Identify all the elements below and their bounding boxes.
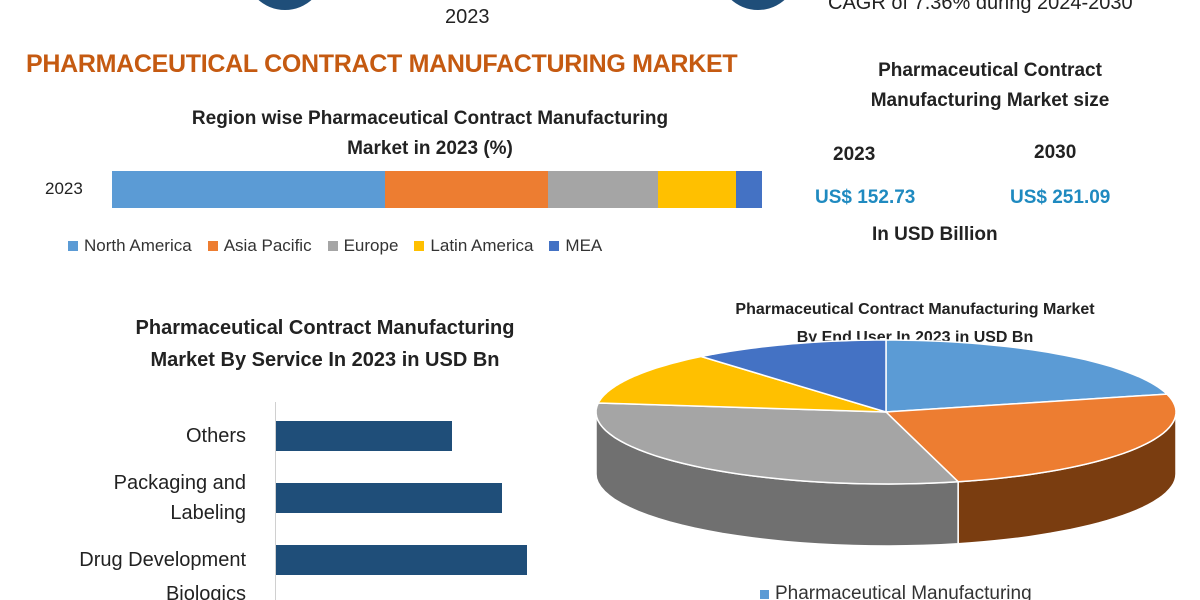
pie-legend-item: Pharmaceutical Manufacturing [760,584,1032,600]
legend-label: Latin America [430,236,534,255]
service-category-label: Packaging and Labeling [6,468,246,528]
service-category-line: Others [185,425,246,447]
region-legend: North America Asia Pacific Europe Latin Ame… [68,236,602,256]
legend-item: MEA [549,236,602,256]
legend-label: North America [84,236,192,255]
pie-legend-label: Pharmaceutical Manufacturing [775,583,1032,600]
legend-label: Asia Pacific [223,236,312,255]
pie-slice [885,339,1169,413]
service-category-line: Biologics [165,583,246,600]
value-2023: US$ 152.73 [815,187,916,208]
legend-item: Asia Pacific [207,236,312,256]
service-category-label: Drug Development [6,545,246,575]
region-segment-europe [547,171,658,208]
legend-swatch [414,241,425,251]
decor-circle-right [718,0,798,10]
decor-circle-left [245,0,325,10]
region-chart-title-line2: Market in 2023 (%) [347,138,513,159]
service-category-label: Biologics [6,583,246,600]
service-category-label: Others [6,421,246,451]
legend-label: Europe [343,236,399,255]
service-chart-title-line1: Pharmaceutical Contract Manufacturing [135,317,515,339]
pie-legend-swatch [760,590,769,599]
region-chart-category: 2023 [45,179,83,198]
service-chart-title: Pharmaceutical Contract Manufacturing Ma… [60,312,590,376]
unit-label: In USD Billion [872,224,998,245]
service-category-line: Drug Development [79,549,246,571]
market-size-title: Pharmaceutical Contract Manufacturing Ma… [830,56,1150,116]
region-stacked-bar [112,171,762,208]
legend-label: MEA [565,236,603,255]
market-size-title-line2: Manufacturing Market size [870,90,1110,111]
service-bar [276,421,452,451]
pie-slice [700,339,887,414]
pie-chart-title-line1: Pharmaceutical Contract Manufacturing Ma… [735,301,1095,318]
main-title: PHARMACEUTICAL CONTRACT MANUFACTURING MA… [26,50,738,78]
region-segment-north-america [112,171,385,208]
legend-swatch [207,241,218,251]
value-2030: US$ 251.09 [1010,187,1111,208]
region-chart-title: Region wise Pharmaceutical Contract Manu… [130,104,730,164]
service-axis [275,402,276,600]
region-chart-title-line1: Region wise Pharmaceutical Contract Manu… [191,108,669,129]
region-segment-latin-america [658,171,736,208]
pie-slice [597,355,887,413]
year-2023: 2023 [833,144,876,165]
legend-item: Latin America [414,236,533,256]
pie-slice [884,393,1177,483]
legend-swatch [327,241,338,251]
region-segment-asia-pacific [385,171,548,208]
top-center-text: 2023 [445,6,490,28]
market-size-title-line1: Pharmaceutical Contract [878,60,1102,81]
legend-swatch [549,241,560,251]
year-2030: 2030 [1034,142,1077,163]
service-category-line: Labeling [170,502,246,524]
service-chart-title-line2: Market By Service In 2023 in USD Bn [150,349,500,371]
service-bar [276,545,527,575]
service-bar [276,483,502,513]
pie-slice [595,402,960,485]
service-category-line: Packaging and [113,472,246,494]
legend-swatch [68,241,78,251]
legend-item: Europe [327,236,399,256]
legend-item: North America [68,236,192,256]
region-segment-mea [736,171,762,208]
cagr-text: CAGR of 7.36% during 2024-2030 [828,0,1133,14]
